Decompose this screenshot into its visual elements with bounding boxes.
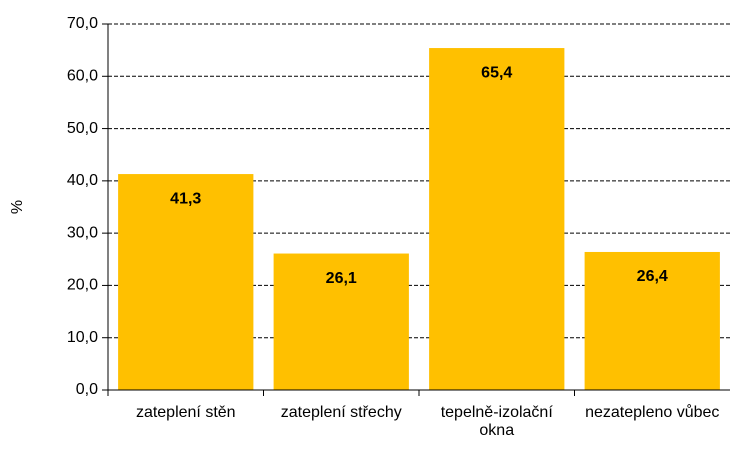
value-label: 41,3: [170, 190, 201, 207]
y-tick-label: 40,0: [67, 172, 98, 189]
y-tick-label: 0,0: [76, 381, 98, 398]
y-axis-label: %: [9, 200, 26, 214]
x-tick-label: tepelně-izolační okna: [440, 404, 553, 439]
y-tick-label: 70,0: [67, 15, 98, 32]
y-tick-label: 50,0: [67, 120, 98, 137]
bar: [429, 48, 565, 391]
y-tick-label: 60,0: [67, 68, 98, 85]
x-tick-label: nezatepleno vůbec: [585, 404, 720, 421]
y-tick-label: 30,0: [67, 224, 98, 241]
bar: [118, 174, 254, 390]
bar: [273, 253, 409, 390]
value-label: 26,1: [326, 270, 357, 287]
y-tick-label: 10,0: [67, 329, 98, 346]
x-tick-label: zateplení stěn: [135, 404, 236, 421]
value-label: 65,4: [481, 64, 512, 81]
value-label: 26,4: [637, 268, 668, 285]
bar: [584, 251, 720, 390]
y-tick-label: 20,0: [67, 277, 98, 294]
x-tick-label: zateplení střechy: [280, 404, 402, 421]
